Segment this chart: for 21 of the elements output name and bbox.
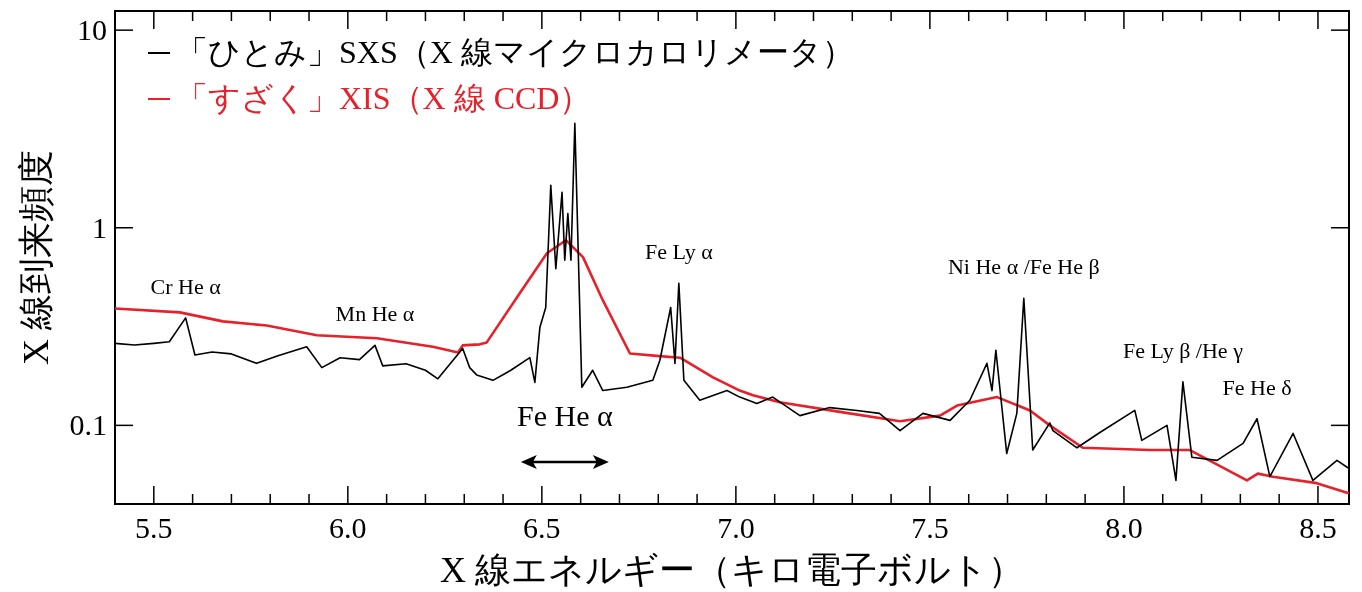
annotation: Fe Ly β /He γ	[1122, 337, 1244, 363]
annotation: Fe He δ	[1222, 374, 1292, 400]
y-tick-label: 0.1	[69, 408, 107, 442]
legend-label: 「ひとみ」SXS（X 線マイクロカロリメータ）	[176, 34, 854, 70]
annotation: Fe Ly α	[644, 239, 714, 265]
legend-label: 「すざく」XIS（X 線 CCD）	[176, 80, 592, 116]
annotation: Ni He α /Fe He β	[947, 254, 1100, 280]
y-tick-label: 1	[92, 210, 107, 244]
y-axis-title: X 線到来頻度	[16, 150, 56, 365]
x-tick-label: 6.5	[523, 511, 561, 544]
x-axis-title: X 線エネルギー（キロ電子ボルト）	[440, 550, 1024, 590]
annotation: Cr He α	[150, 273, 222, 299]
x-tick-label: 6.0	[329, 511, 367, 544]
x-tick-label: 7.5	[911, 511, 949, 544]
x-tick-label: 8.0	[1105, 511, 1143, 544]
y-tick-label: 10	[77, 13, 107, 47]
x-tick-label: 5.5	[135, 511, 173, 544]
x-tick-label: 8.5	[1299, 511, 1337, 544]
x-tick-label: 7.0	[717, 511, 755, 544]
annotation: Mn He α	[335, 301, 415, 327]
annotation: Fe He α	[516, 399, 613, 432]
